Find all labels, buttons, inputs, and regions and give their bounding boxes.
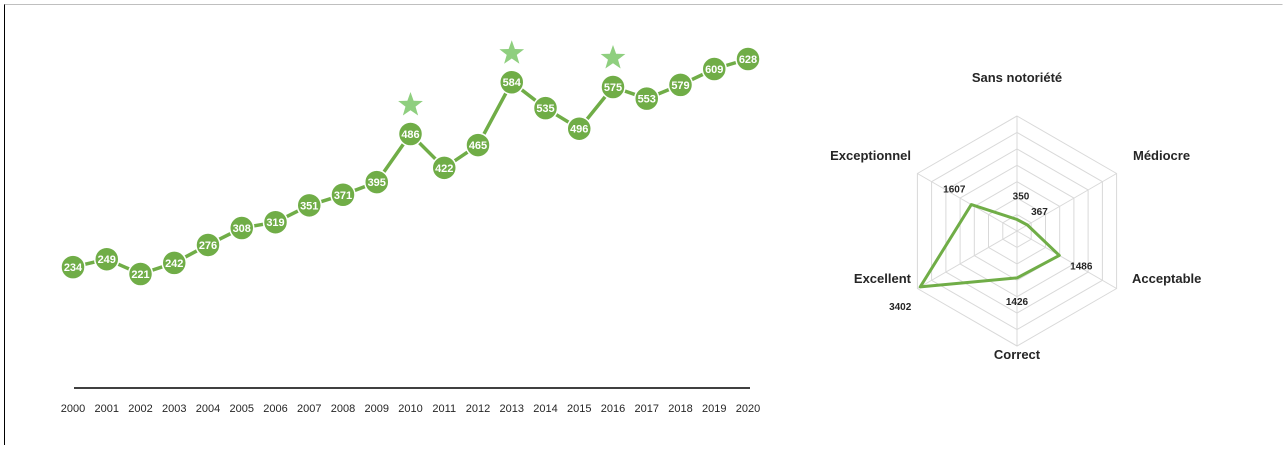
data-marker	[229, 215, 255, 241]
radar-spoke	[1016, 230, 1117, 289]
highlight-star-icon	[398, 92, 423, 116]
highlight-star-icon	[499, 40, 525, 64]
x-tick-label: 2003	[162, 403, 186, 415]
x-tick-label: 2018	[668, 403, 692, 415]
data-label: 575	[604, 82, 622, 94]
data-marker	[60, 254, 86, 280]
data-marker	[735, 46, 761, 72]
x-tick-label: 2013	[500, 403, 524, 415]
data-marker	[161, 250, 187, 276]
x-tick-label: 2012	[466, 403, 490, 415]
x-tick-label: 2010	[398, 403, 422, 415]
x-tick-label: 2001	[95, 403, 119, 415]
data-label: 496	[570, 124, 588, 136]
x-tick-label: 2002	[128, 403, 152, 415]
data-marker	[532, 95, 559, 121]
radar-series-line	[918, 203, 1061, 289]
data-marker	[296, 192, 322, 219]
data-marker	[499, 69, 525, 95]
x-tick-label: 2007	[297, 403, 321, 415]
data-marker	[431, 155, 457, 181]
x-tick-label: 2009	[365, 403, 389, 415]
data-label: 242	[165, 258, 183, 270]
x-tick-label: 2000	[61, 403, 85, 415]
radar-value-label: 3402	[889, 302, 912, 313]
radar-category-label: Exceptionnel	[830, 148, 911, 163]
radar-spoke	[917, 173, 1018, 232]
data-marker	[465, 132, 491, 158]
radar-category-label: Excellent	[854, 271, 912, 286]
data-marker	[701, 56, 727, 82]
data-marker	[634, 85, 660, 112]
radar-value-label: 1607	[943, 185, 966, 196]
data-label: 465	[469, 140, 487, 152]
data-label: 609	[705, 64, 723, 76]
data-label: 553	[638, 94, 656, 106]
data-marker	[195, 232, 221, 258]
data-marker	[364, 169, 390, 195]
data-marker	[397, 121, 424, 147]
data-marker	[127, 261, 154, 287]
x-tick-label: 2019	[702, 403, 726, 415]
data-marker	[94, 246, 120, 272]
data-label: 308	[233, 223, 251, 235]
data-label: 535	[536, 103, 554, 115]
x-tick-label: 2004	[196, 403, 220, 415]
x-tick-label: 2005	[230, 403, 254, 415]
x-tick-label: 2011	[432, 403, 456, 415]
x-tick-label: 2016	[601, 403, 625, 415]
x-tick-label: 2008	[331, 403, 355, 415]
data-marker	[330, 182, 356, 208]
data-label: 422	[435, 163, 453, 175]
radar-category-label: Médiocre	[1133, 148, 1190, 163]
radar-value-label: 367	[1031, 207, 1048, 218]
data-label: 319	[266, 217, 284, 229]
x-tick-label: 2014	[533, 403, 557, 415]
radar-category-label: Sans notoriété	[972, 70, 1062, 85]
data-label: 276	[199, 240, 217, 252]
data-label: 234	[64, 262, 83, 274]
x-tick-label: 2020	[736, 403, 760, 415]
data-label: 628	[739, 54, 757, 66]
data-label: 395	[368, 177, 386, 189]
data-label: 486	[401, 129, 419, 141]
radar-spoke	[1016, 173, 1117, 232]
data-label: 579	[671, 80, 689, 92]
radar-value-label: 1486	[1070, 261, 1093, 272]
data-label: 221	[131, 269, 149, 281]
highlight-star-icon	[600, 45, 626, 69]
data-label: 351	[300, 200, 318, 212]
x-tick-label: 2015	[567, 403, 591, 415]
radar-spoke	[917, 230, 1018, 289]
data-marker	[667, 72, 694, 98]
x-tick-label: 2017	[635, 403, 659, 415]
x-tick-label: 2006	[263, 403, 287, 415]
data-label: 249	[98, 254, 116, 266]
radar-category-label: Correct	[994, 347, 1041, 362]
data-marker	[566, 115, 592, 142]
radar-value-label: 1426	[1006, 297, 1029, 308]
data-marker	[262, 209, 289, 235]
radar-category-label: Acceptable	[1132, 271, 1201, 286]
data-label: 584	[503, 77, 522, 89]
data-label: 371	[334, 190, 352, 202]
data-marker	[600, 74, 626, 100]
radar-value-label: 350	[1013, 192, 1030, 203]
chart-frame	[4, 4, 1283, 445]
